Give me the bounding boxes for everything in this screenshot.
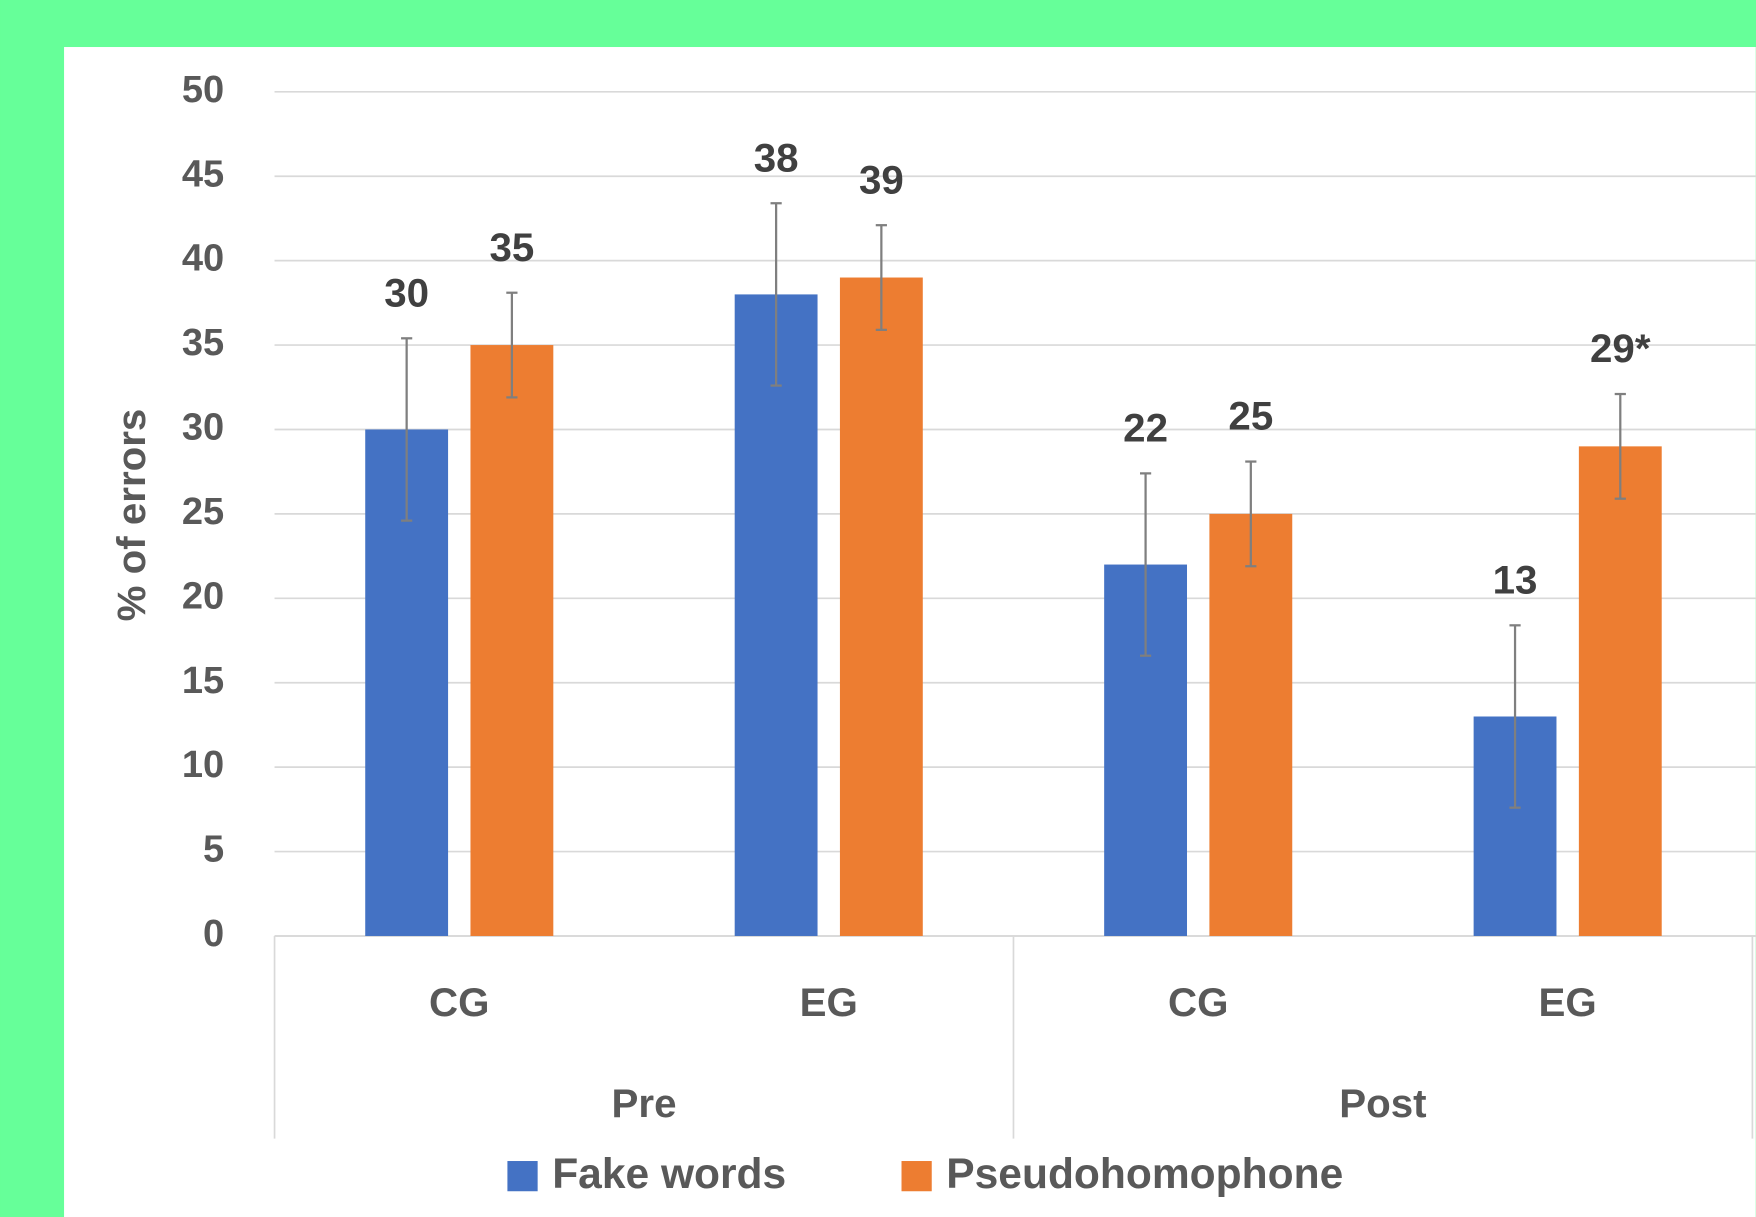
y-tick-label: 40 bbox=[182, 238, 224, 280]
data-label: 30 bbox=[384, 270, 429, 315]
y-axis-label: % of errors bbox=[109, 409, 154, 622]
legend-swatch bbox=[507, 1161, 538, 1192]
legend-label: Pseudohomophone bbox=[946, 1150, 1343, 1198]
data-label: 29* bbox=[1590, 326, 1651, 371]
y-tick-label: 15 bbox=[182, 660, 224, 702]
error-bar bbox=[1139, 472, 1152, 657]
data-label: 25 bbox=[1228, 394, 1273, 439]
error-bar bbox=[1245, 460, 1257, 568]
error-bar bbox=[875, 224, 887, 331]
error-bar bbox=[1614, 392, 1626, 500]
data-label: 38 bbox=[754, 135, 799, 180]
x-tick-label: CG bbox=[429, 980, 489, 1025]
data-label: 35 bbox=[489, 225, 534, 270]
y-tick-label: 10 bbox=[182, 744, 224, 786]
bar bbox=[734, 294, 818, 936]
y-tick-label: 20 bbox=[182, 575, 224, 617]
y-tick-label: 0 bbox=[203, 913, 224, 955]
error-bar bbox=[1509, 624, 1521, 809]
y-tick-label: 45 bbox=[182, 153, 224, 195]
y-tick-label: 50 bbox=[182, 69, 224, 111]
bar bbox=[1578, 446, 1662, 936]
y-tick-label: 5 bbox=[203, 829, 224, 871]
bar bbox=[1209, 513, 1293, 936]
data-label: 22 bbox=[1123, 405, 1168, 450]
bar bbox=[839, 277, 923, 936]
legend-swatch bbox=[901, 1161, 932, 1192]
data-label: 13 bbox=[1493, 557, 1538, 602]
error-bar bbox=[506, 291, 518, 399]
error-bar bbox=[770, 202, 782, 387]
error-bar bbox=[401, 337, 413, 522]
data-label: 39 bbox=[859, 157, 904, 202]
x-tick-label: EG bbox=[1539, 980, 1597, 1025]
y-tick-label: 35 bbox=[182, 322, 224, 364]
x-tick-label: CG bbox=[1168, 980, 1228, 1025]
group-label: Pre bbox=[612, 1081, 677, 1126]
y-tick-label: 30 bbox=[182, 407, 224, 449]
x-tick-label: EG bbox=[800, 980, 858, 1025]
bar bbox=[470, 345, 554, 936]
y-tick-label: 25 bbox=[182, 491, 224, 533]
group-label: Post bbox=[1339, 1081, 1426, 1126]
legend-label: Fake words bbox=[552, 1150, 786, 1198]
